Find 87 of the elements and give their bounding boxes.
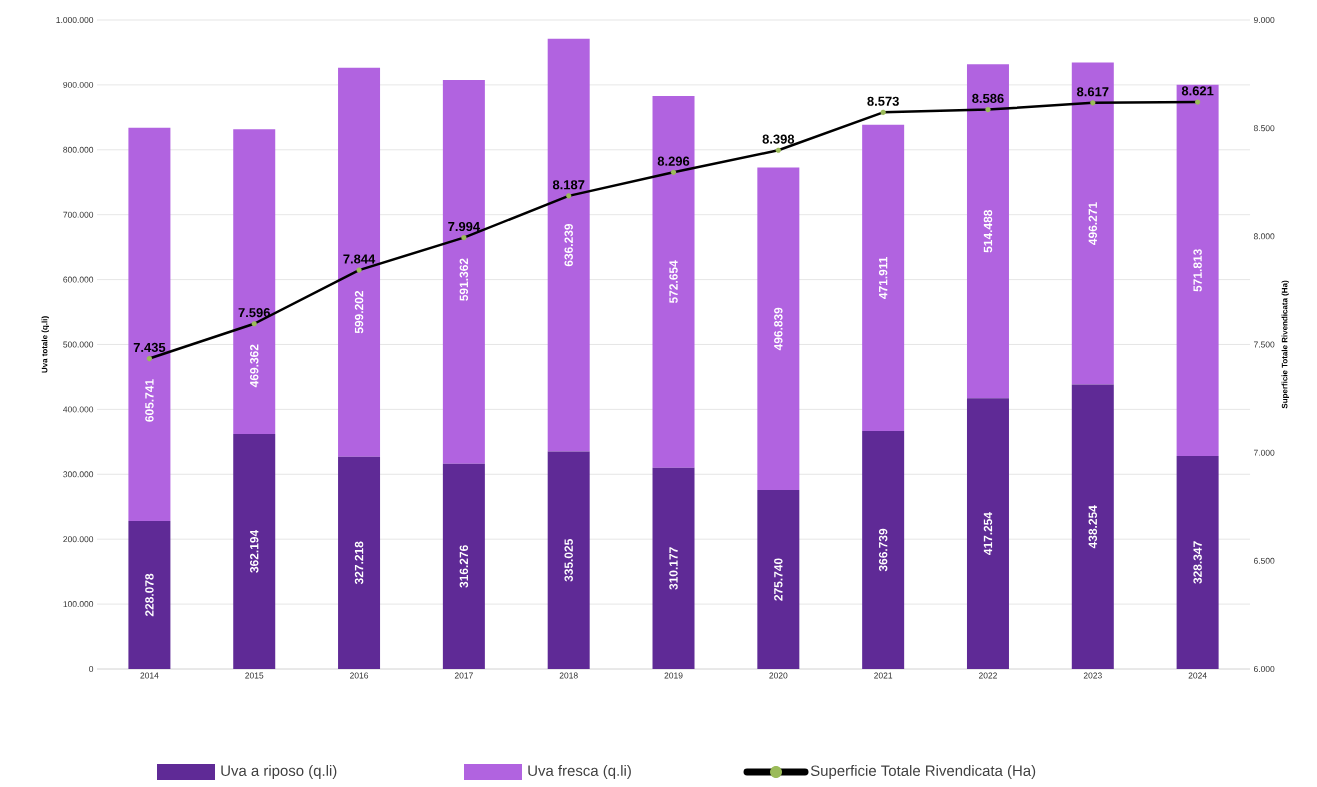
x-tick-label: 2016 xyxy=(350,672,369,679)
bar xyxy=(757,490,800,669)
data-label: 366.739 xyxy=(878,528,888,572)
x-tick-label: 2024 xyxy=(1188,672,1207,679)
bar xyxy=(233,433,276,669)
bar xyxy=(966,64,1009,399)
data-label: 316.276 xyxy=(459,545,469,588)
data-label: 469.362 xyxy=(250,344,259,388)
bar xyxy=(547,451,590,669)
bar xyxy=(862,124,905,431)
data-label: 310.177 xyxy=(669,547,678,590)
legend-label: Superficie Totale Rivendicata (Ha) xyxy=(810,765,1036,779)
bar xyxy=(128,520,171,669)
data-label: 605.741 xyxy=(145,379,154,422)
bar xyxy=(547,38,590,452)
y2-tick-label: 9.000 xyxy=(1253,17,1275,23)
data-label: 8.573 xyxy=(867,96,899,106)
y-tick-label: 900.000 xyxy=(63,81,94,88)
y2-tick-label: 8.500 xyxy=(1253,125,1275,132)
bar xyxy=(1071,384,1114,669)
data-label: 335.025 xyxy=(564,539,573,582)
data-label: 636.239 xyxy=(564,223,573,267)
bar xyxy=(652,467,695,669)
bar xyxy=(233,129,276,434)
bar xyxy=(1176,84,1219,456)
data-label: 328.347 xyxy=(1193,541,1202,584)
y2-tick-label: 6.500 xyxy=(1253,557,1275,564)
data-label: 275.740 xyxy=(774,558,783,601)
data-label: 8.296 xyxy=(657,156,690,166)
x-tick-label: 2019 xyxy=(664,672,683,679)
data-label: 7.844 xyxy=(343,254,376,264)
bar xyxy=(652,96,695,468)
data-label: 228.078 xyxy=(145,573,154,617)
bar xyxy=(1176,455,1219,669)
y-tick-label: 0 xyxy=(89,666,94,672)
data-label: 599.202 xyxy=(354,290,364,334)
data-label: 8.187 xyxy=(552,180,585,190)
bar xyxy=(338,456,381,669)
bar xyxy=(338,67,381,457)
bar xyxy=(128,127,171,521)
y-tick-label: 100.000 xyxy=(63,601,94,608)
bar xyxy=(862,430,905,669)
data-label: 571.813 xyxy=(1193,249,1202,292)
bar xyxy=(442,463,485,669)
x-tick-label: 2021 xyxy=(874,672,893,679)
bar xyxy=(966,398,1009,669)
data-label: 7.596 xyxy=(238,308,270,318)
data-label: 496.271 xyxy=(1088,202,1098,245)
data-label: 362.194 xyxy=(250,529,259,573)
y-tick-label: 700.000 xyxy=(63,211,94,218)
data-label: 417.254 xyxy=(983,512,993,556)
data-label: 591.362 xyxy=(459,258,469,301)
data-label: 327.218 xyxy=(354,541,364,585)
legend-label: Uva fresca (q.li) xyxy=(528,765,631,779)
data-label: 8.398 xyxy=(762,134,795,144)
x-tick-label: 2015 xyxy=(245,672,264,679)
y-tick-label: 300.000 xyxy=(63,471,94,478)
bar xyxy=(757,167,800,491)
x-tick-label: 2020 xyxy=(769,672,788,679)
x-tick-label: 2017 xyxy=(454,672,473,679)
y2-tick-label: 7.500 xyxy=(1253,341,1275,348)
data-label: 514.488 xyxy=(983,210,993,253)
data-label: 7.435 xyxy=(133,342,166,353)
x-tick-label: 2018 xyxy=(559,672,578,679)
y-tick-label: 400.000 xyxy=(63,406,94,413)
x-tick-label: 2022 xyxy=(978,672,997,679)
bar xyxy=(1071,62,1114,385)
data-label: 8.621 xyxy=(1181,86,1214,96)
y2-tick-label: 7.000 xyxy=(1253,449,1275,456)
y-tick-label: 600.000 xyxy=(63,276,94,283)
x-tick-label: 2023 xyxy=(1083,672,1102,679)
x-tick-label: 2014 xyxy=(140,672,159,679)
data-label: 572.654 xyxy=(669,260,678,304)
y-tick-label: 500.000 xyxy=(63,341,94,348)
y-tick-label: 200.000 xyxy=(63,536,94,543)
data-label: 8.586 xyxy=(972,93,1004,104)
data-label: 438.254 xyxy=(1088,505,1098,549)
bar xyxy=(442,79,485,464)
data-label: 496.839 xyxy=(774,307,783,351)
y2-tick-label: 6.000 xyxy=(1253,666,1275,672)
legend-label: Uva a riposo (q.li) xyxy=(221,765,337,779)
data-label: 7.994 xyxy=(448,221,481,232)
data-label: 471.911 xyxy=(878,256,888,299)
y2-tick-label: 8.000 xyxy=(1253,233,1275,240)
y-tick-label: 1.000.000 xyxy=(56,16,94,23)
data-label: 8.617 xyxy=(1077,87,1109,97)
y-tick-label: 800.000 xyxy=(63,146,94,153)
